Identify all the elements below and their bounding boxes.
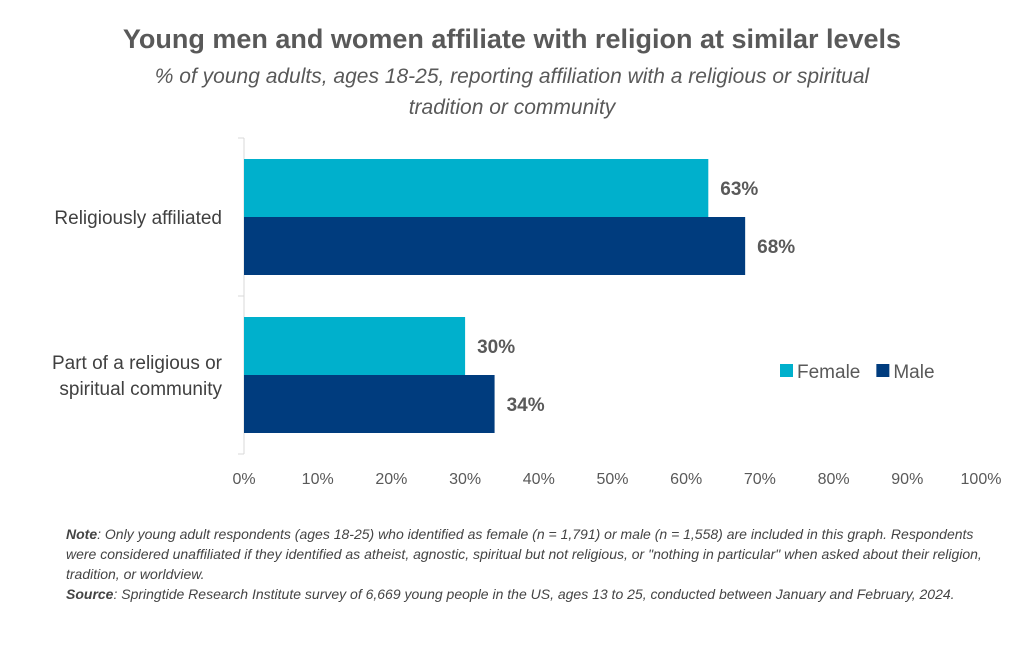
data-label: 34% xyxy=(507,395,545,416)
x-tick-label: 30% xyxy=(449,471,481,488)
legend-swatch-male xyxy=(876,364,890,377)
data-label: 63% xyxy=(720,179,758,200)
x-tick-label: 100% xyxy=(961,471,1002,488)
category-label: Part of a religious or xyxy=(52,353,223,374)
category-label: spiritual community xyxy=(59,379,222,400)
note: Note: Only young adult respondents (ages… xyxy=(66,524,1006,584)
x-tick-label: 50% xyxy=(596,471,628,488)
chart-title: Young men and women affiliate with relig… xyxy=(122,24,902,54)
chart-subtitle: % of young adults, ages 18-25, reporting… xyxy=(154,65,870,119)
note-label: Note xyxy=(66,526,98,542)
x-tick-label: 70% xyxy=(744,471,776,488)
bar-male xyxy=(244,217,746,275)
x-tick-label: 10% xyxy=(302,471,334,488)
source: Source: Springtide Research Institute su… xyxy=(66,584,1006,604)
source-label: Source xyxy=(66,586,114,602)
data-label: 30% xyxy=(477,337,515,358)
x-tick-label: 60% xyxy=(670,471,702,488)
bar-male xyxy=(244,375,495,433)
category-label: Religiously affiliated xyxy=(54,208,222,229)
bar-female xyxy=(244,317,466,375)
note-text: : Only young adult respondents (ages 18-… xyxy=(66,526,982,582)
legend-label-male: Male xyxy=(893,362,934,383)
source-text: : Springtide Research Institute survey o… xyxy=(113,586,955,602)
x-tick-label: 0% xyxy=(232,471,255,488)
x-tick-label: 90% xyxy=(891,471,923,488)
data-label: 68% xyxy=(757,237,795,258)
x-tick-label: 80% xyxy=(818,471,850,488)
footnotes: Note: Only young adult respondents (ages… xyxy=(66,524,1006,604)
legend-label-female: Female xyxy=(797,362,860,383)
bar-female xyxy=(244,159,709,217)
legend-swatch-female xyxy=(780,364,793,377)
x-tick-label: 40% xyxy=(523,471,555,488)
x-tick-label: 20% xyxy=(375,471,407,488)
